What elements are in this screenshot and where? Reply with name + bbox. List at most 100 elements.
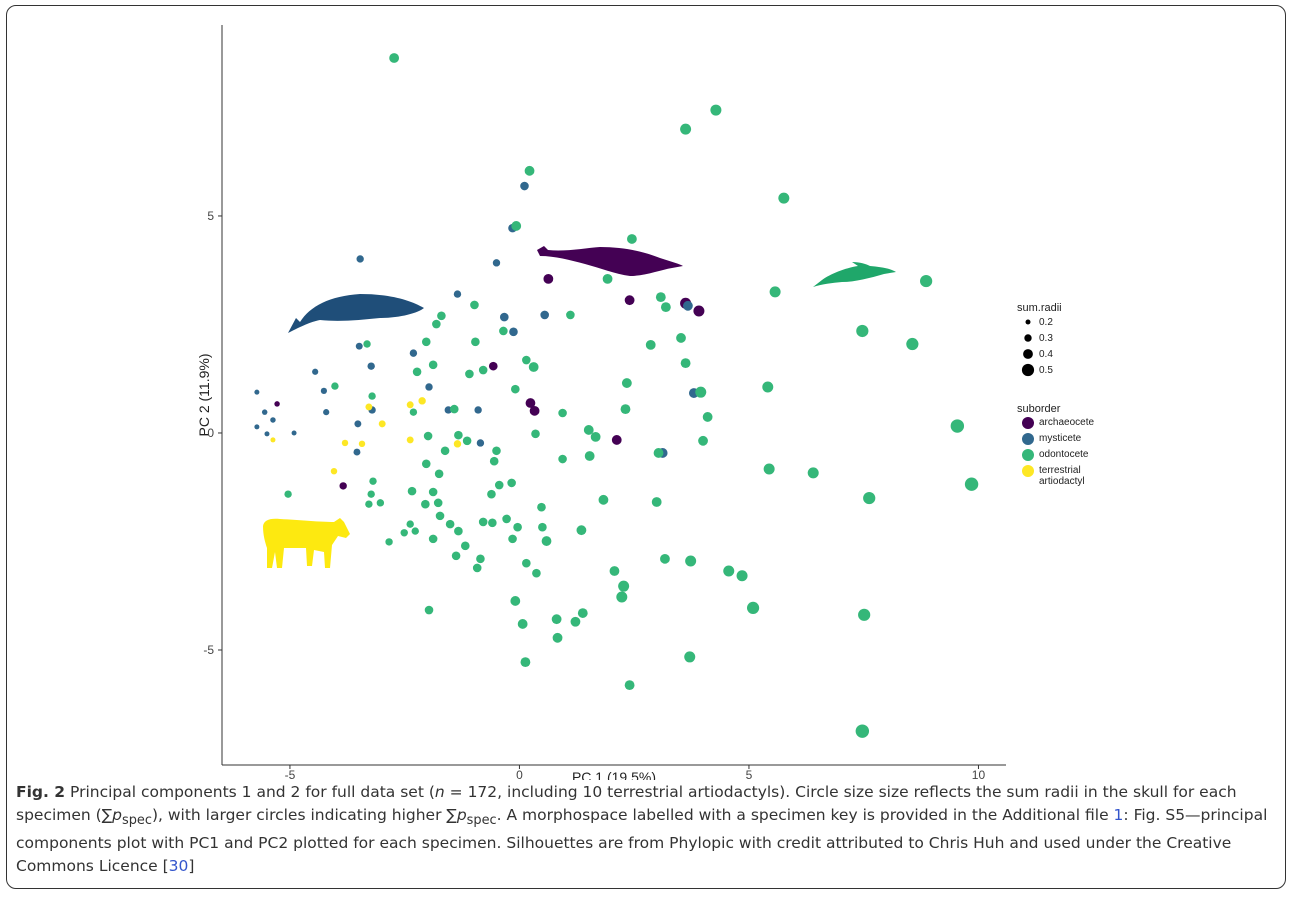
point	[353, 448, 361, 456]
caption-text: p	[112, 805, 122, 824]
point	[710, 104, 722, 116]
point	[499, 312, 509, 322]
point	[454, 526, 463, 536]
color-legend-items: archaeocete mysticete odontocete terrestria…	[1017, 415, 1107, 487]
point	[660, 302, 671, 313]
caption-text: spec	[466, 812, 497, 828]
size-legend-item: 0.4	[1017, 346, 1062, 362]
point	[778, 192, 790, 204]
caption-link[interactable]: 30	[168, 856, 189, 875]
point	[358, 440, 366, 448]
size-legend-items: 0.2 0.3 0.4 0.5	[1017, 314, 1062, 378]
point	[541, 536, 552, 546]
point	[407, 486, 417, 496]
point	[389, 53, 400, 63]
point	[494, 480, 504, 490]
caption-label: Fig. 2	[16, 783, 66, 801]
x-tick-label: 10	[972, 768, 986, 780]
point	[418, 397, 426, 405]
size-legend-label: 0.2	[1039, 316, 1053, 328]
caption-text: spec	[122, 812, 152, 828]
point	[856, 324, 869, 338]
point	[566, 310, 575, 320]
point	[522, 355, 531, 365]
size-legend: sum.radii 0.2 0.3 0.4 0.5	[1017, 302, 1062, 378]
y-tick-label: -5	[203, 643, 214, 657]
caption-text: : Fig. S5—principal components plot with…	[16, 805, 1268, 875]
point	[693, 305, 705, 317]
point	[367, 362, 375, 370]
point	[454, 430, 463, 440]
caption-text: n	[434, 783, 445, 801]
point	[356, 255, 364, 263]
point	[660, 553, 670, 564]
point	[365, 403, 373, 411]
point	[723, 565, 735, 577]
point	[762, 381, 774, 393]
legend-item: odontocete	[1017, 447, 1107, 463]
legend-label: terrestrial artiodactyl	[1039, 465, 1085, 487]
chart: PC 1 (19.5%) PC 2 (11.9%) -5 0 5 10 -5 0 5	[196, 25, 1006, 780]
point	[470, 300, 479, 310]
point	[312, 368, 319, 375]
point	[476, 439, 485, 447]
point	[511, 384, 520, 394]
point	[676, 333, 686, 343]
point	[684, 651, 696, 663]
point	[653, 448, 664, 458]
terrestrial-silhouette	[263, 518, 350, 568]
point	[769, 286, 781, 298]
point	[736, 570, 748, 582]
point	[409, 408, 418, 416]
point	[453, 440, 462, 448]
point	[385, 538, 393, 546]
point	[423, 431, 433, 441]
point	[462, 436, 472, 446]
size-legend-item: 0.2	[1017, 314, 1062, 330]
point	[680, 123, 692, 135]
point	[261, 409, 268, 415]
point	[517, 619, 528, 629]
point	[621, 378, 632, 388]
point	[367, 490, 375, 498]
caption-link[interactable]: 1	[1113, 805, 1124, 824]
point	[528, 362, 539, 372]
x-tick-label: 5	[746, 768, 753, 780]
point	[807, 467, 819, 479]
point	[522, 558, 531, 568]
figure-frame	[6, 5, 1286, 889]
point	[440, 446, 450, 456]
caption: Fig. 2 Principal components 1 and 2 for …	[16, 781, 1278, 877]
point	[478, 517, 488, 527]
point	[476, 554, 485, 564]
point	[355, 342, 363, 350]
point	[695, 386, 707, 398]
point	[964, 477, 979, 491]
point	[409, 349, 418, 357]
point	[551, 614, 562, 625]
point	[274, 401, 280, 407]
size-legend-item: 0.5	[1017, 362, 1062, 378]
point	[627, 234, 637, 244]
legend-key-dot	[1022, 465, 1034, 477]
point	[543, 274, 554, 284]
point	[576, 525, 587, 536]
point	[488, 518, 497, 528]
color-legend-title: suborder	[1017, 403, 1061, 415]
point	[598, 494, 609, 505]
point	[645, 339, 656, 350]
point	[524, 165, 535, 176]
point	[540, 310, 549, 320]
point	[428, 534, 438, 544]
point	[474, 406, 482, 414]
size-key-dot	[1024, 334, 1032, 342]
point	[471, 337, 480, 347]
point	[537, 502, 546, 512]
point	[702, 412, 713, 422]
size-key	[1024, 334, 1032, 342]
point	[449, 404, 459, 414]
point	[445, 519, 455, 529]
legend-key-dot	[1022, 433, 1034, 445]
point	[609, 566, 620, 576]
caption-text: ]	[188, 856, 195, 875]
